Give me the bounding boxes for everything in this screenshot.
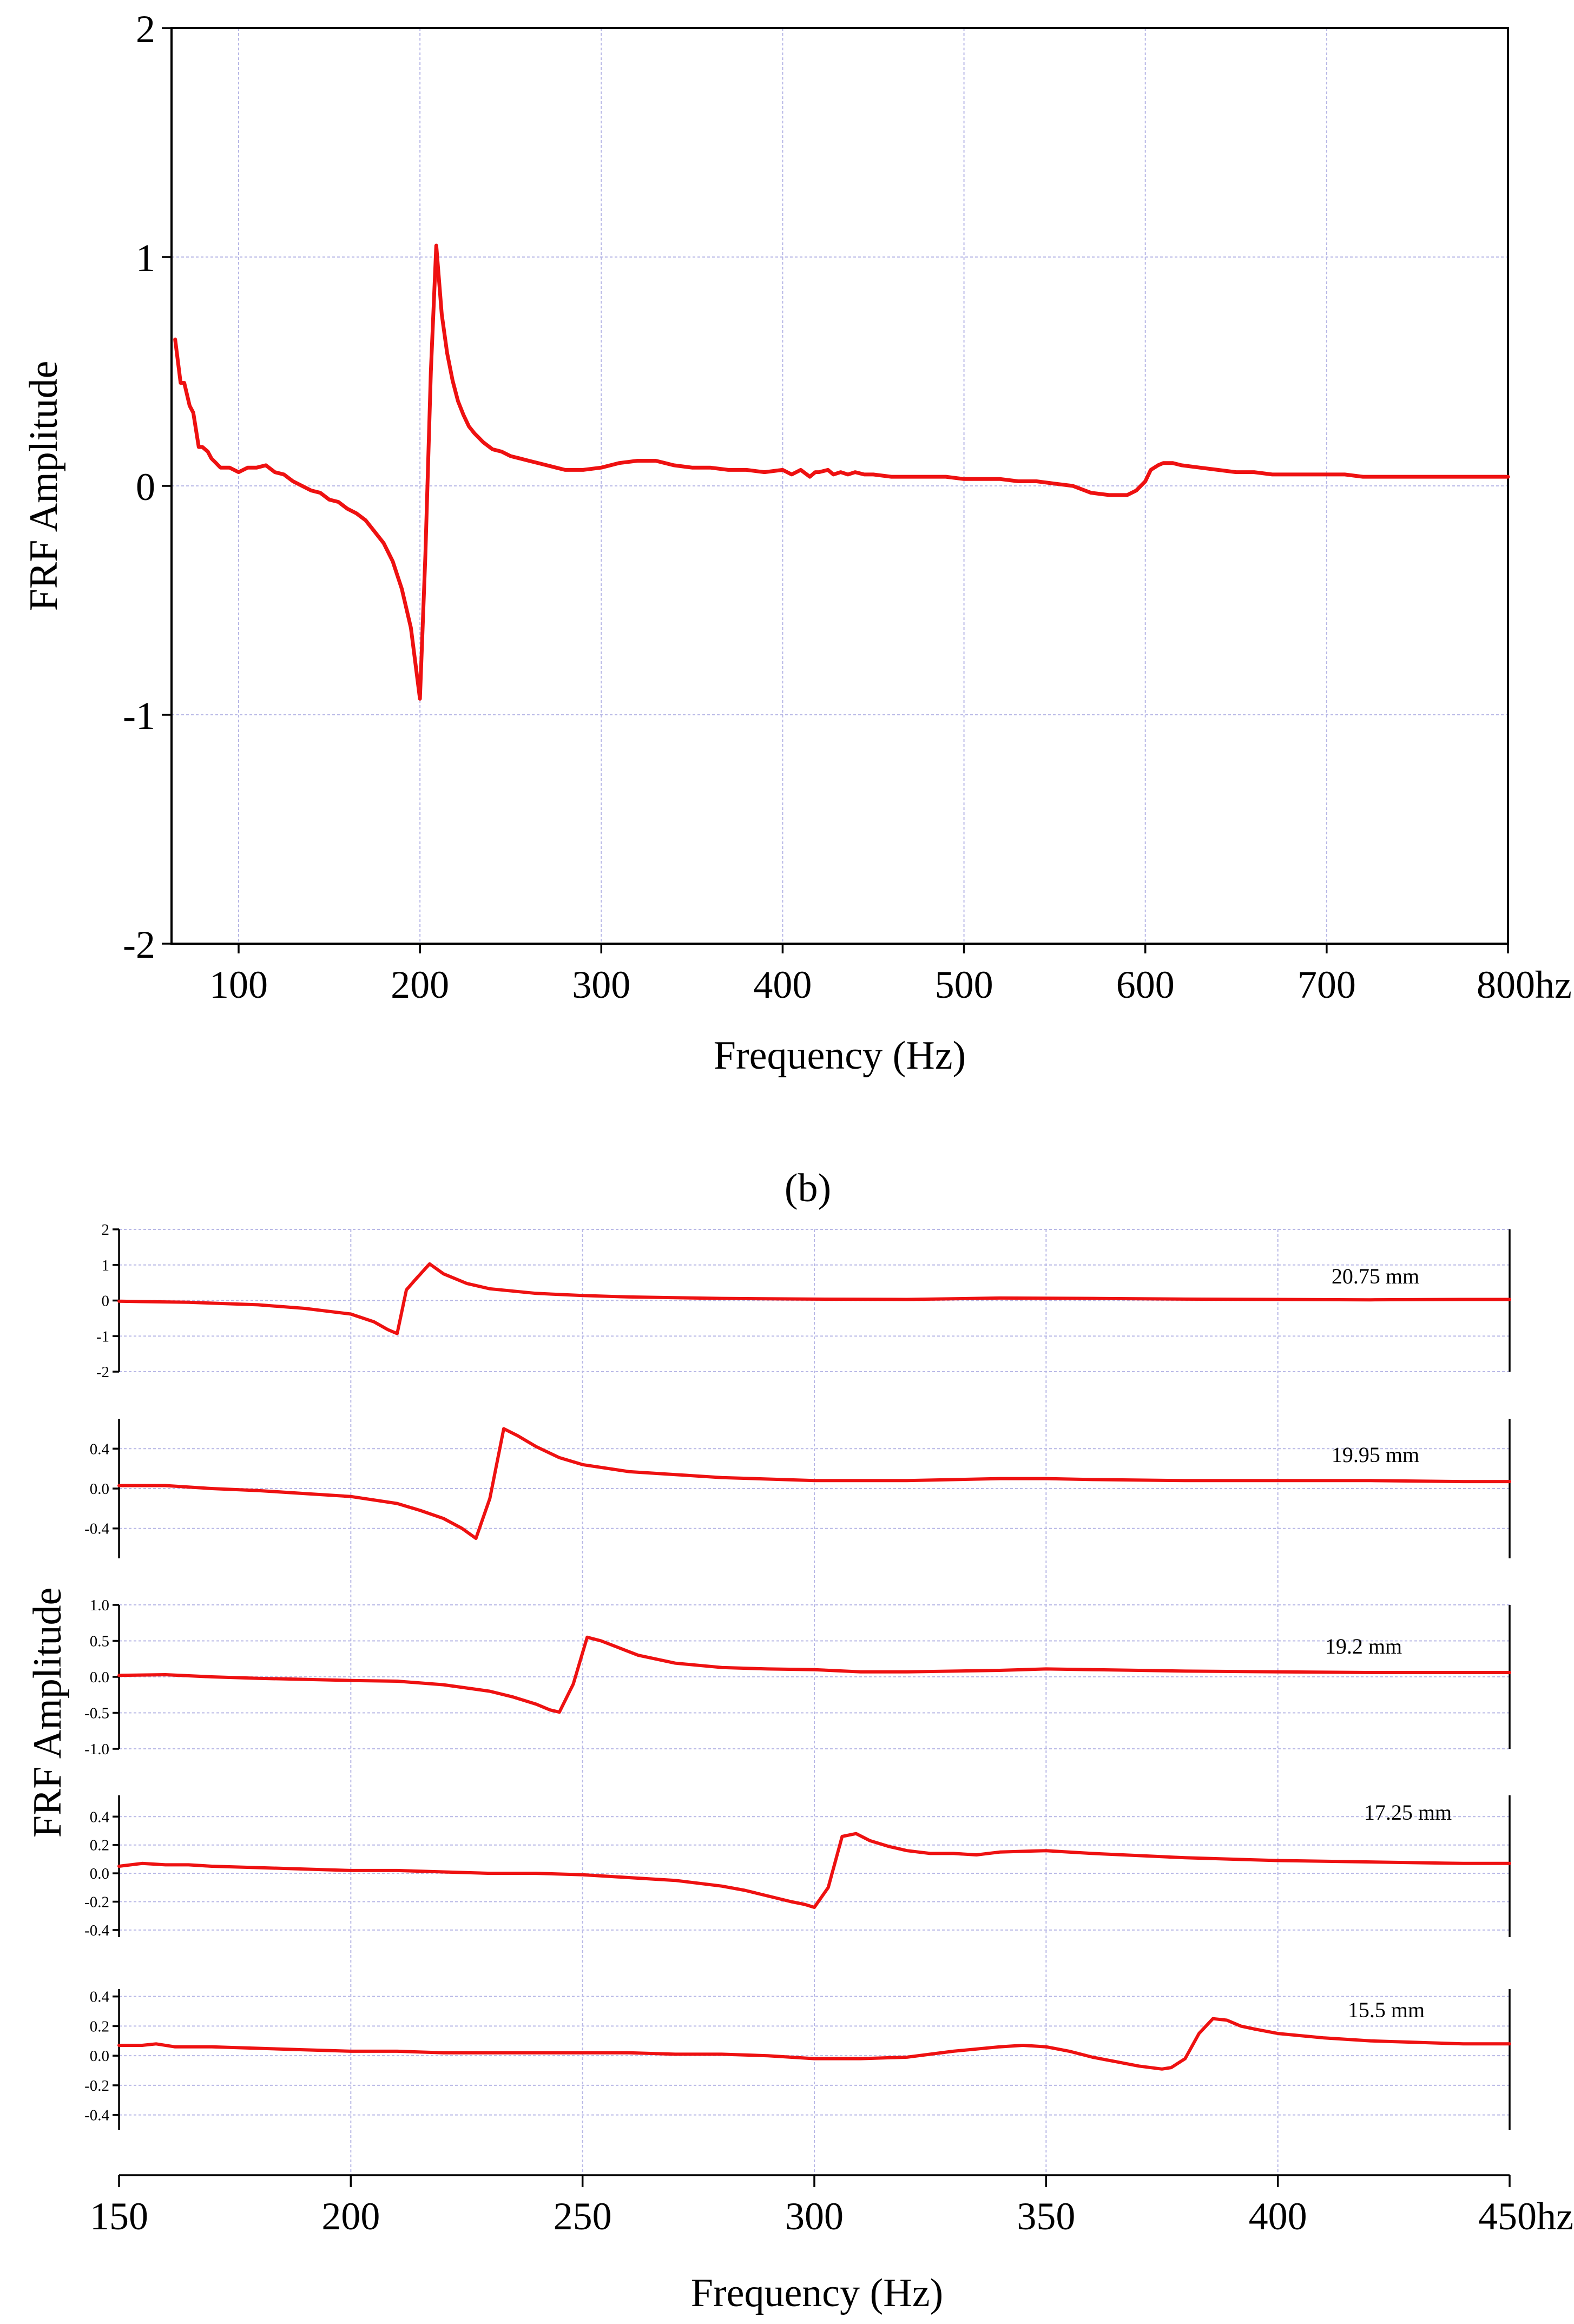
panel-b-series-line xyxy=(117,1832,1511,1909)
panel-b-y-tick-label: -0.4 xyxy=(84,2107,109,2124)
panel-b-y-tick-label: 1 xyxy=(102,1257,110,1274)
panel-b-y-tick-label: -0.2 xyxy=(84,2077,109,2095)
panel-b-caption: (b) xyxy=(785,1166,831,1210)
panel-a-y-axis-title: FRF Amplitude xyxy=(22,361,66,611)
panel-b-y-tick-label: 1.0 xyxy=(90,1597,109,1614)
panel-b-y-tick-label: 0.4 xyxy=(90,1989,110,2006)
panel-a-y-tick-label: 2 xyxy=(136,8,155,51)
panel-b-x-tick-label: 450hz xyxy=(1478,2195,1573,2238)
panel-b-y-tick-label: -1.0 xyxy=(84,1741,109,1758)
panel-b-x-tick-label: 350 xyxy=(1017,2195,1075,2238)
panel-b-y-tick-label: -0.5 xyxy=(84,1705,109,1722)
panel-b-series-line xyxy=(117,1262,1511,1335)
panel-b-series-line xyxy=(117,2017,1511,2071)
panel-a-x-tick-label: 600 xyxy=(1116,963,1175,1006)
panel-a-y-tick-label: 0 xyxy=(136,465,155,509)
panel-b-y-tick-label: -2 xyxy=(96,1364,109,1381)
panel-b-subplot-label: 20.75 mm xyxy=(1332,1264,1419,1288)
panel-a-x-tick-label: 500 xyxy=(935,963,993,1006)
panel-b-series xyxy=(117,1262,1511,2071)
panel-b-chart: -2 -1 0 1 2 -0.4 0.0 0.4 -1.0 -0.5 0.0 0.5 1.0 -0.4 -0… xyxy=(25,1221,1573,2315)
panel-b-y-tick-label: -0.4 xyxy=(84,1922,109,1939)
panel-b-x-axis-title: Frequency (Hz) xyxy=(691,2271,943,2315)
panel-b-y-tick-label: 2 xyxy=(102,1221,110,1239)
panel-b-y-tick-label: 0.0 xyxy=(90,1480,109,1498)
panel-a-x-tick-label: 300 xyxy=(572,963,630,1006)
panel-b-y-tick-label: 0 xyxy=(102,1293,110,1310)
panel-b-x-tick-label: 150 xyxy=(90,2195,148,2238)
panel-b-y-tick-label: -0.4 xyxy=(84,1520,109,1538)
panel-b-y-tick-label: 0.5 xyxy=(90,1633,109,1650)
panel-a-grid xyxy=(172,28,1509,944)
panel-b-series-line xyxy=(117,1427,1511,1540)
panel-b-y-tick-label: -0.2 xyxy=(84,1894,109,1911)
panel-a-series xyxy=(173,243,1510,701)
panel-b-subplot-labels: 20.75 mm 19.95 mm 19.2 mm 17.25 mm 15.5 mm xyxy=(1325,1264,1452,2022)
panel-b-y-axis-title: FRF Amplitude xyxy=(25,1588,70,1838)
panel-a-x-tick-label: 200 xyxy=(391,963,449,1006)
panel-a-x-tick-label: 100 xyxy=(209,963,268,1006)
panel-b-subplot-label: 17.25 mm xyxy=(1364,1800,1452,1825)
panel-a-y-tick-label: -2 xyxy=(123,923,155,966)
panel-a-series-line xyxy=(173,243,1510,701)
panel-b-grid xyxy=(119,1229,1510,2175)
panel-a-ticks: 100 200 300 400 500 600 700 800hz -2 -1 0 1 2 xyxy=(123,8,1572,1006)
panel-b-x-tick-label: 200 xyxy=(321,2195,380,2238)
panel-b-y-tick-label: 0.2 xyxy=(90,2018,109,2035)
panel-b-y-tick-label: 0.2 xyxy=(90,1837,109,1854)
panel-b-y-tick-label: 0.4 xyxy=(90,1440,110,1458)
panel-a-chart: 100 200 300 400 500 600 700 800hz -2 -1 0 1 2 Freque… xyxy=(22,8,1572,1078)
panel-a-y-tick-label: -1 xyxy=(123,694,155,738)
panel-b-series-line xyxy=(117,1635,1511,1714)
panel-b-y-tick-label: 0.0 xyxy=(90,2048,109,2065)
panel-b-axes: -2 -1 0 1 2 -0.4 0.0 0.4 -1.0 -0.5 0.0 0.5 1.0 -0.4 -0… xyxy=(84,1221,1511,2130)
panel-b-subplot-label: 19.95 mm xyxy=(1332,1443,1419,1467)
panel-a-y-tick-label: 1 xyxy=(136,236,155,280)
panel-a-x-tick-label: 800hz xyxy=(1477,963,1572,1006)
panel-a-x-tick-label: 700 xyxy=(1298,963,1356,1006)
panel-b-x-tick-label: 250 xyxy=(554,2195,612,2238)
panel-b-subplot-label: 15.5 mm xyxy=(1348,1998,1425,2022)
panel-a-x-axis-title: Frequency (Hz) xyxy=(714,1033,966,1078)
panel-b-x-tick-label: 300 xyxy=(785,2195,844,2238)
panel-b-y-tick-label: 0.4 xyxy=(90,1808,110,1826)
panel-a-x-tick-label: 400 xyxy=(753,963,812,1006)
panel-b-subplot-label: 19.2 mm xyxy=(1325,1634,1402,1658)
panel-b-y-tick-label: 0.0 xyxy=(90,1669,109,1686)
panel-b-x-tick-label: 400 xyxy=(1249,2195,1307,2238)
panel-b-y-tick-label: 0.0 xyxy=(90,1865,109,1882)
panel-b-x-axis: 150 200 250 300 350 400 450hz xyxy=(90,2174,1573,2238)
panel-b-y-tick-label: -1 xyxy=(96,1328,109,1345)
